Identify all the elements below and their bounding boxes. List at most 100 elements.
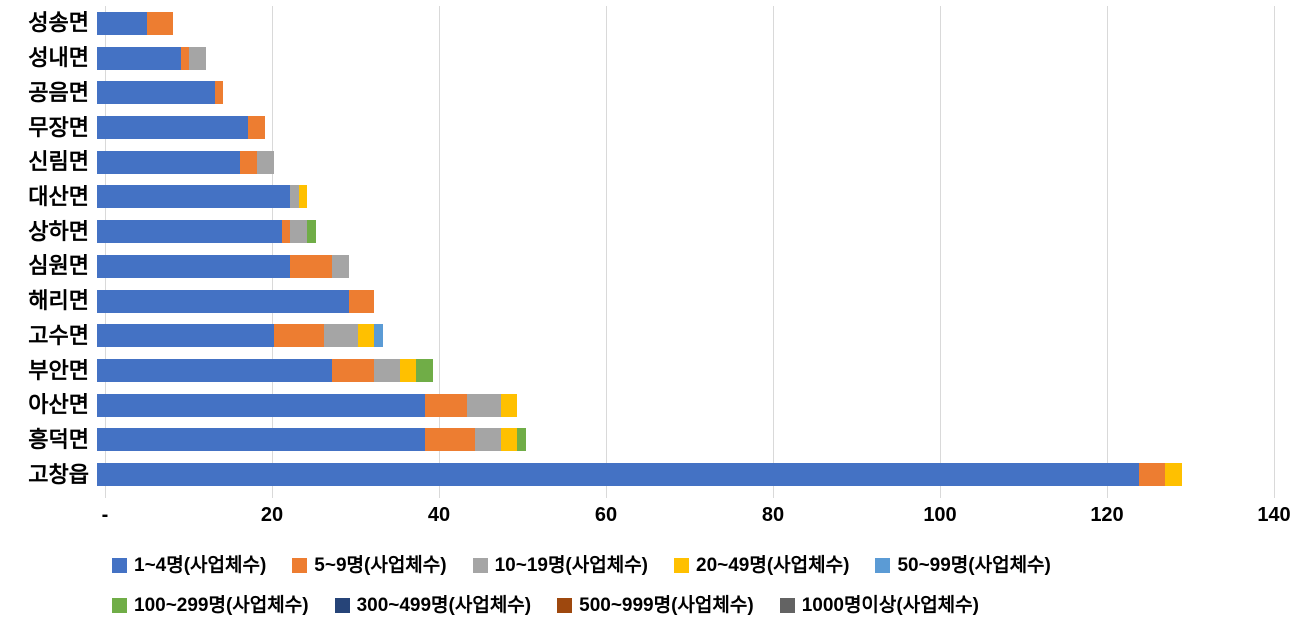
legend-swatch-icon xyxy=(334,597,350,613)
bar-segment-series-2 xyxy=(189,46,207,70)
category-label: 부안면 xyxy=(28,357,89,383)
legend-swatch-icon xyxy=(875,557,891,573)
legend-row: 1~4명(사업체수) 5~9명(사업체수) 10~19명(사업체수) 20~49명(사… xyxy=(112,548,1292,582)
bar-segment-series-3 xyxy=(357,324,375,348)
plot-area: 성송면 성내면 공음면 무장면 신림면 대산면 상하면 심원면 해리면 고수면 부안면 아산면 흥덕면 고… xyxy=(0,6,1274,492)
legend-label: 50~99명(사업체수) xyxy=(897,554,1051,576)
bar-track xyxy=(97,393,1274,417)
bar-track xyxy=(97,220,1274,244)
bar-segment-series-3 xyxy=(298,185,308,209)
bar-track xyxy=(97,289,1274,313)
bar-segment-series-2 xyxy=(290,185,299,209)
bar-segment-series-0 xyxy=(97,185,291,209)
category-label: 해리면 xyxy=(28,288,89,314)
bar-segment-series-2 xyxy=(475,428,501,452)
bar-segment-series-1 xyxy=(424,428,476,452)
bar-segment-series-1 xyxy=(181,46,190,70)
category-label: 상하면 xyxy=(28,218,89,244)
chart-row: 성송면 xyxy=(0,6,1274,41)
category-label: 아산면 xyxy=(28,392,89,418)
chart-row: 대산면 xyxy=(0,180,1274,215)
bar-segment-series-0 xyxy=(97,116,249,140)
chart-row: 고수면 xyxy=(0,318,1274,353)
legend-swatch-icon xyxy=(292,557,308,573)
bar-segment-series-0 xyxy=(97,289,350,313)
legend-item: 1000명이상(사업체수) xyxy=(779,594,979,616)
bar-track xyxy=(97,254,1274,278)
bar-segment-series-1 xyxy=(281,220,291,244)
chart-row: 해리면 xyxy=(0,284,1274,319)
bar-segment-series-0 xyxy=(97,254,291,278)
gridline-layer xyxy=(105,6,1275,498)
gridline xyxy=(105,6,106,498)
bar-segment-series-4 xyxy=(374,324,383,348)
bar-segment-series-1 xyxy=(332,359,375,383)
chart-row: 상하면 xyxy=(0,214,1274,249)
chart-row: 공음면 xyxy=(0,75,1274,110)
gridline xyxy=(1107,6,1108,498)
legend-item: 500~999명(사업체수) xyxy=(557,596,754,615)
legend-swatch-icon xyxy=(472,557,488,573)
chart-row: 고창읍 xyxy=(0,457,1274,492)
x-axis-tick-label: 140 xyxy=(1257,504,1291,526)
bar-segment-series-1 xyxy=(147,11,173,35)
bar-segment-series-3 xyxy=(500,428,518,452)
category-label: 고수면 xyxy=(28,322,89,348)
chart-row: 성내면 xyxy=(0,41,1274,76)
bar-segment-series-2 xyxy=(332,254,350,278)
bar-segment-series-0 xyxy=(97,81,215,105)
legend-item: 5~9명(사업체수) xyxy=(292,554,447,576)
bar-track xyxy=(97,463,1274,487)
x-axis-tick-label: 20 xyxy=(260,504,284,526)
legend-label: 20~49명(사업체수) xyxy=(696,554,850,576)
bar-track xyxy=(97,185,1274,209)
bar-track xyxy=(97,116,1274,140)
category-label: 대산면 xyxy=(28,183,89,209)
bar-track xyxy=(97,428,1274,452)
x-axis-tick-label: - xyxy=(101,504,109,526)
gridline xyxy=(439,6,440,498)
bar-segment-series-3 xyxy=(1164,463,1182,487)
bar-segment-series-1 xyxy=(424,393,467,417)
category-label: 성송면 xyxy=(28,10,89,36)
gridline xyxy=(1274,6,1275,498)
category-label: 고창읍 xyxy=(28,461,89,487)
legend-label: 500~999명(사업체수) xyxy=(579,594,754,616)
chart-row: 흥덕면 xyxy=(0,423,1274,458)
legend-label: 5~9명(사업체수) xyxy=(314,554,447,576)
gridline xyxy=(773,6,774,498)
legend-item: 100~299명(사업체수) xyxy=(112,596,309,615)
bar-segment-series-0 xyxy=(97,150,240,174)
bar-segment-series-3 xyxy=(399,359,417,383)
legend: 1~4명(사업체수) 5~9명(사업체수) 10~19명(사업체수) 20~49명(사… xyxy=(112,548,1292,628)
legend-row: 100~299명(사업체수) 300~499명(사업체수) 500~999명(사업체… xyxy=(112,588,1292,622)
category-label: 무장면 xyxy=(28,114,89,140)
bar-segment-series-1 xyxy=(349,289,375,313)
bar-segment-series-1 xyxy=(290,254,333,278)
legend-item: 10~19명(사업체수) xyxy=(472,554,649,576)
legend-swatch-icon xyxy=(779,597,795,613)
bar-segment-series-0 xyxy=(97,220,282,244)
bar-segment-series-0 xyxy=(97,324,274,348)
legend-label: 100~299명(사업체수) xyxy=(134,594,309,616)
bar-segment-series-0 xyxy=(97,46,182,70)
bar-segment-series-5 xyxy=(307,220,316,244)
x-axis-tick-label: 120 xyxy=(1090,504,1124,526)
chart-row: 신림면 xyxy=(0,145,1274,180)
legend-label: 10~19명(사업체수) xyxy=(494,554,649,576)
x-axis: - 20 40 60 80 100 120 140 xyxy=(101,504,1291,532)
bar-segment-series-0 xyxy=(97,393,425,417)
bar-segment-series-5 xyxy=(416,359,434,383)
legend-swatch-icon xyxy=(557,597,573,613)
category-label: 흥덕면 xyxy=(28,426,89,452)
x-axis-tick-label: 100 xyxy=(923,504,957,526)
legend-swatch-icon xyxy=(112,557,127,573)
x-axis-tick-label: 40 xyxy=(427,504,451,526)
legend-item: 300~499명(사업체수) xyxy=(334,596,531,615)
x-axis-tick-label: 60 xyxy=(594,504,618,526)
gridline xyxy=(272,6,273,498)
bar-segment-series-2 xyxy=(374,359,400,383)
bar-segment-series-0 xyxy=(97,359,333,383)
chart-row: 무장면 xyxy=(0,110,1274,145)
legend-label: 1000명이상(사업체수) xyxy=(801,594,979,616)
